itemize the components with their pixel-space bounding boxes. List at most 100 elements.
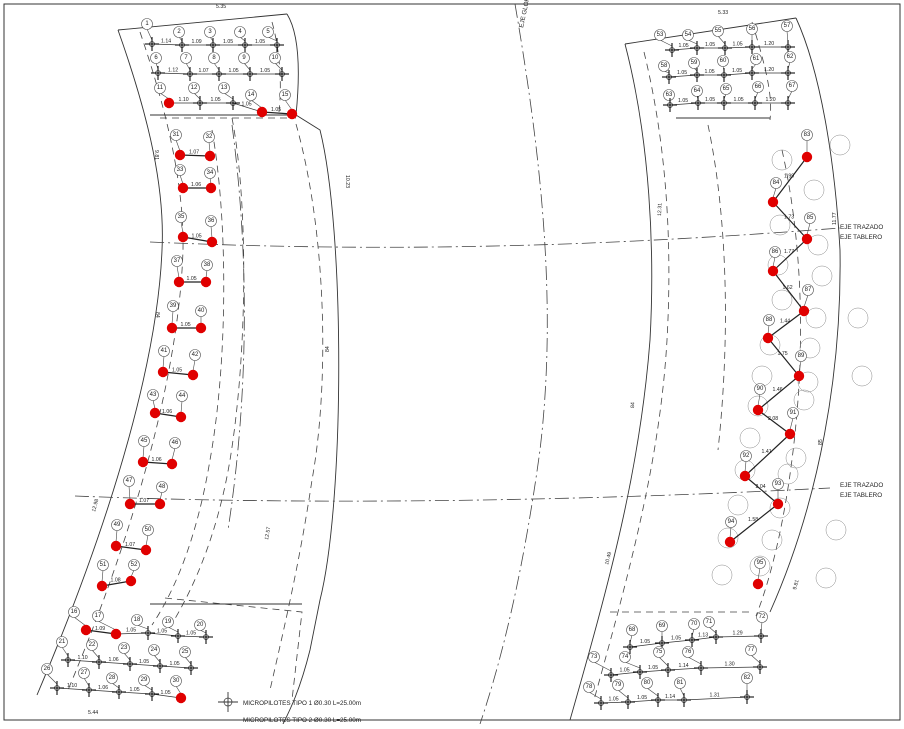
spacing-dimension-line	[767, 337, 800, 377]
pile-number-circle	[656, 620, 668, 632]
micropile-cross-80: 80	[641, 677, 665, 707]
pile-number-circle	[781, 20, 793, 32]
red-pile-marker	[110, 540, 122, 552]
spacing-label-b3: 1.05	[157, 629, 167, 635]
pile-leader-line	[223, 92, 234, 100]
pile-number-label: 15	[282, 92, 289, 98]
micropile-red-90: 90	[752, 383, 766, 416]
micropile-red-36: 36	[205, 215, 218, 248]
existing-pile-circle	[747, 395, 769, 417]
pile-number-label: 26	[44, 666, 51, 672]
pile-number-label: 84	[773, 180, 780, 186]
pile-leader-line	[192, 359, 196, 372]
pile-number-label: 20	[197, 622, 204, 628]
axis-label-trazado-1: EJE TRAZADO	[840, 224, 883, 231]
pile-leader-line	[772, 187, 777, 199]
pile-number-circle	[741, 672, 753, 684]
micropile-cross-60: 60	[717, 55, 731, 82]
red-pile-marker	[137, 456, 149, 468]
micropile-red-43: 43	[147, 389, 161, 419]
pile-number-circle	[786, 80, 798, 92]
cross-marker-ring	[197, 100, 203, 106]
pile-leader-line	[91, 649, 100, 659]
spacing-label-rb5: 1.05	[620, 668, 630, 674]
pile-number-circle	[68, 606, 80, 618]
pile-number-label: 47	[126, 478, 133, 484]
micropile-cross-27: 27	[78, 667, 96, 697]
micropile-cross-19: 19	[162, 616, 185, 643]
pile-number-circle	[746, 23, 758, 35]
pile-leader-line	[789, 417, 794, 431]
pile-leader-line	[213, 62, 220, 71]
cross-marker-ring	[785, 100, 791, 106]
cross-marker-ring	[713, 634, 719, 640]
pile-number-label: 88	[766, 317, 773, 323]
micropile-cross-69: 69	[655, 620, 669, 650]
pile-number-label: 32	[206, 134, 213, 140]
pile-number-label: 2	[177, 29, 181, 35]
pile-leader-line	[658, 656, 669, 667]
spacing-label-d7: 1.46	[773, 387, 783, 393]
red-pile-marker	[149, 407, 161, 419]
pile-number-label: 40	[198, 308, 205, 314]
spacing-label-p43: 1.06	[162, 409, 172, 415]
spacing-label-s1: 1.14	[161, 39, 171, 45]
dim-top-left: 5.35	[216, 4, 226, 10]
pile-leader-line	[162, 355, 165, 369]
cross-marker-ring	[96, 659, 102, 665]
pile-number-label: 71	[706, 619, 713, 625]
pile-number-label: 50	[145, 527, 152, 533]
pile-leader-line	[274, 62, 283, 71]
red-pile-marker	[798, 305, 810, 317]
red-pile-marker	[124, 498, 136, 510]
cross-marker-ring	[667, 102, 673, 108]
micropile-cross-9: 9	[238, 52, 257, 81]
micropile-red-88: 88	[762, 314, 775, 344]
existing-pile-circle	[711, 564, 733, 586]
pile-leader-line	[193, 92, 201, 100]
pile-number-circle	[802, 284, 814, 296]
pile-number-label: 57	[784, 23, 791, 29]
micropile-cross-25: 25	[179, 646, 198, 675]
pile-number-circle	[170, 129, 182, 141]
spacing-label-r8: 1.20	[764, 67, 774, 73]
red-pile-marker	[801, 233, 813, 245]
existing-pile-circle	[799, 337, 821, 359]
micropile-red-50: 50	[140, 524, 154, 556]
pile-number-circle	[194, 619, 206, 631]
spacing-label-p37: 1.05	[187, 276, 197, 282]
cross-marker-ring	[689, 637, 695, 643]
pile-number-circle	[218, 82, 230, 94]
cross-marker-ring	[744, 694, 750, 700]
micropile-cross-74: 74	[619, 651, 647, 679]
pile-number-circle	[245, 89, 257, 101]
pile-number-label: 28	[109, 675, 116, 681]
micropile-cross-7: 7	[180, 52, 197, 81]
pile-number-circle	[208, 52, 220, 64]
micropile-cross-71: 71	[703, 616, 723, 644]
spacing-label-p39: 1.05	[181, 322, 191, 328]
existing-pile-circle	[811, 265, 833, 287]
spacing-label-d8: 2.08	[768, 416, 778, 422]
pile-number-circle	[745, 644, 757, 656]
spacing-label-r10: 1.05	[705, 97, 715, 103]
red-pile-marker	[140, 544, 152, 556]
pile-number-circle	[688, 57, 700, 69]
pile-leader-line	[159, 491, 163, 501]
pile-number-label: 4	[238, 29, 242, 35]
pile-leader-line	[267, 36, 278, 42]
pile-leader-line	[146, 28, 153, 41]
pile-number-circle	[111, 519, 123, 531]
pile-leader-line	[46, 673, 58, 685]
pile-number-circle	[154, 82, 166, 94]
spacing-label-b7: 1.05	[170, 661, 180, 667]
spacing-label-s7: 1.05	[229, 68, 239, 74]
micropile-cross-67: 67	[781, 80, 798, 110]
drawing-border	[3, 3, 901, 721]
cross-marker-ring	[65, 657, 71, 663]
axis-left-inner	[227, 124, 245, 531]
pile-number-circle	[128, 559, 140, 571]
spacing-label-rb6: 1.05	[648, 665, 658, 671]
pile-number-label: 61	[753, 56, 760, 62]
right-inner-dash	[593, 51, 670, 701]
